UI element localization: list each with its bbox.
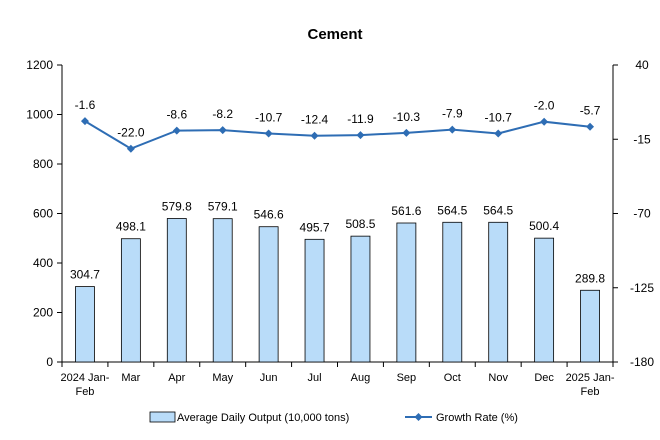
line-point	[80, 117, 89, 126]
x-tick-label: Jul	[308, 372, 322, 384]
line-value-label: -10.7	[255, 110, 283, 124]
y-right-tick-label: -15	[633, 132, 651, 146]
line-value-label: -1.6	[75, 98, 96, 112]
bar-labels: 304.7 498.1 579.8 579.1 546.6 495.7 508.5 561.6…	[70, 199, 605, 285]
line-value-label: -22.0	[117, 126, 145, 140]
x-tick-label: Apr	[168, 372, 185, 384]
bar-value-label: 495.7	[300, 220, 330, 234]
bar-value-label: 579.1	[208, 200, 238, 214]
line-value-label: -8.6	[166, 108, 187, 122]
bar-value-label: 498.1	[116, 220, 146, 234]
bar	[350, 235, 371, 363]
y-right-tick-label: -70	[633, 207, 651, 221]
line-value-label: -7.9	[442, 107, 463, 121]
bar	[488, 221, 509, 363]
bar-value-label: 289.8	[575, 271, 605, 285]
x-tick-label: Feb	[75, 386, 94, 398]
line-point	[310, 131, 319, 140]
line-value-label: -11.9	[347, 112, 374, 126]
bar-value-label: 579.8	[162, 199, 192, 213]
x-tick-label: Feb	[581, 386, 600, 398]
line-value-label: -12.4	[301, 113, 329, 127]
bars	[75, 218, 600, 363]
x-tick-label: Aug	[351, 372, 371, 384]
bar	[580, 289, 600, 363]
line-labels: -1.6 -22.0 -8.6 -8.2 -10.7 -12.4 -11.9 -10.3 -7.…	[75, 98, 601, 140]
line-point	[494, 129, 503, 138]
bar-value-label: 564.5	[437, 203, 467, 217]
growth-line	[80, 117, 595, 153]
line-point	[218, 126, 227, 135]
bar	[304, 238, 325, 363]
x-tick-label: Jun	[260, 372, 278, 384]
line-point	[540, 117, 549, 126]
x-tick-label: Oct	[444, 372, 461, 384]
x-tick-label: 2024 Jan-	[60, 372, 109, 384]
line-point	[586, 122, 595, 131]
line-point	[172, 126, 181, 135]
y-left-tick-label: 800	[33, 157, 53, 171]
y-left-tick-label: 1000	[26, 108, 53, 122]
x-ticks: 2024 Jan- Feb Mar Apr May Jun Jul Aug Sep Oct Nov D…	[60, 372, 614, 398]
y-right-tick-label: -125	[630, 281, 654, 295]
bar	[396, 222, 417, 363]
bar-value-label: 500.4	[529, 219, 559, 233]
chart-title: Cement	[307, 26, 362, 43]
x-tick-label: Mar	[121, 372, 140, 384]
bar	[212, 218, 233, 363]
x-tick-label: Sep	[397, 372, 417, 384]
line-point	[264, 129, 273, 138]
y-left-tick-label: 400	[33, 256, 53, 270]
bar-value-label: 304.7	[70, 268, 100, 282]
line-value-label: -10.3	[393, 110, 421, 124]
y-left-tick-label: 200	[33, 306, 53, 320]
bar	[534, 237, 555, 363]
growth-line-path	[84, 120, 591, 150]
legend-bar-swatch	[149, 411, 176, 423]
bar	[120, 238, 141, 363]
y-left-tick-label: 600	[33, 207, 53, 221]
bar-value-label: 561.6	[391, 204, 421, 218]
y-right-tick-label: -180	[630, 355, 654, 369]
legend-line-label: Growth Rate (%)	[436, 412, 518, 424]
line-point	[356, 131, 365, 140]
y-right-tick-label: 40	[635, 58, 649, 72]
bar	[166, 218, 187, 363]
line-value-label: -2.0	[534, 99, 555, 113]
bar	[75, 286, 95, 363]
legend-line-marker	[414, 413, 423, 421]
bar-value-label: 564.5	[483, 203, 513, 217]
bar	[442, 221, 463, 363]
line-value-label: -10.7	[485, 110, 513, 124]
line-point	[448, 125, 457, 134]
y-left-tick-label: 1200	[26, 58, 53, 72]
bar	[258, 226, 279, 363]
x-tick-label: May	[212, 372, 233, 384]
bar-value-label: 546.6	[254, 208, 284, 222]
axes: 0 200 400 600 800 1000 1200 -180 -125 -70 -15 40	[26, 58, 654, 369]
line-value-label: -8.2	[212, 107, 233, 121]
legend-bar-label: Average Daily Output (10,000 tons)	[177, 412, 349, 424]
x-tick-label: 2025 Jan-	[566, 372, 615, 384]
legend: Average Daily Output (10,000 tons) Growt…	[149, 411, 518, 424]
line-point	[402, 128, 411, 137]
x-tick-label: Dec	[534, 372, 554, 384]
bar-value-label: 508.5	[345, 217, 375, 231]
y-left-tick-label: 0	[46, 355, 53, 369]
line-point	[126, 144, 135, 153]
x-tick-label: Nov	[488, 372, 508, 384]
line-value-label: -5.7	[580, 104, 601, 118]
